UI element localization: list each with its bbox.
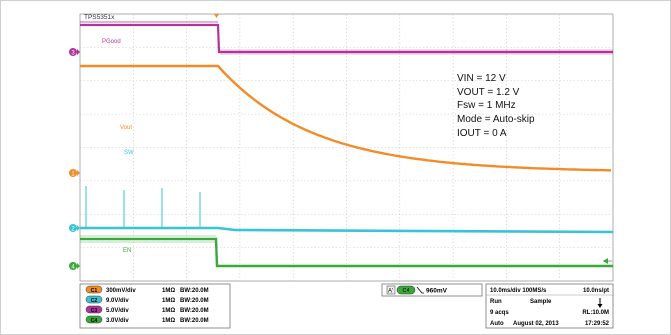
pgood-trace-noise-low (220, 49, 613, 55)
channel-settings-rows: C1 300mV/div 1MΩ BW:20.0M C2 9.0V/div 1MΩ BW:20… (85, 285, 209, 324)
condition-iout: IOUT = 0 A (457, 128, 507, 139)
vout-label: Vout (120, 125, 132, 131)
channel-id: C4 (91, 318, 98, 324)
trigger-level: 960mV (426, 288, 448, 295)
condition-fsw: Fsw = 1 MHz (457, 100, 516, 111)
channel-scale: 3.0V/div (106, 318, 129, 324)
channel-chip (85, 305, 103, 314)
sw-pulses (85, 186, 201, 228)
channel-row: C4 3.0V/div 1MΩ BW:20.0M (85, 315, 209, 324)
acq-mode: Sample (530, 299, 552, 305)
channel-id: C1 (91, 288, 98, 294)
trigger-mode: Auto (490, 321, 504, 327)
channel-id: C3 (91, 308, 98, 314)
vout-trace (80, 64, 611, 172)
pgood-label: PGood (102, 39, 121, 45)
condition-vout: VOUT = 1.2 V (457, 87, 520, 98)
test-conditions: VIN = 12 V VOUT = 1.2 V Fsw = 1 MHz Mode… (457, 73, 535, 139)
graticule (80, 14, 613, 281)
channel-impedance: 1MΩ (162, 298, 175, 304)
condition-mode: Mode = Auto-skip (457, 114, 535, 125)
channel-markers: 3 1 2 4 (69, 48, 80, 271)
run-state: Run (490, 299, 502, 305)
en-trace-noise (80, 235, 216, 243)
channel-bandwidth: BW:20.0M (180, 288, 209, 294)
ch4-marker-label: 4 (71, 265, 75, 271)
condition-vin: VIN = 12 V (457, 73, 506, 84)
single-acq-arrow-icon (597, 298, 603, 308)
channel-bandwidth: BW:20.0M (180, 308, 209, 314)
falling-edge-icon (416, 286, 424, 294)
trigger-a-badge (386, 285, 396, 295)
channel-bandwidth: BW:20.0M (180, 298, 209, 304)
channel-settings-panel (79, 283, 231, 329)
ch3-marker-label: 3 (71, 51, 75, 57)
ch3-marker-icon (69, 48, 77, 56)
channel-chip (85, 315, 103, 324)
channel-scale: 9.0V/div (106, 298, 129, 304)
trigger-a-label: A' (388, 289, 393, 295)
sw-label: SW (124, 150, 134, 156)
acquisition-panel (485, 283, 614, 329)
channel-scale: 300mV/div (106, 288, 136, 294)
channel-id: C2 (91, 298, 98, 304)
en-trace (80, 237, 613, 268)
ch2-marker-icon (69, 224, 77, 232)
sw-trace (80, 226, 614, 234)
en-label: EN (123, 248, 131, 254)
ch4-marker-icon (69, 262, 77, 270)
channel-scale: 5.0V/div (106, 308, 129, 314)
channel-impedance: 1MΩ (162, 318, 175, 324)
acq-count: 9 acqs (490, 310, 509, 316)
trigger-channel-chip (396, 285, 416, 295)
channel-chip (85, 295, 103, 304)
channel-chip (85, 285, 103, 294)
timebase: 10.0ms/div 100MS/s (490, 288, 547, 294)
time-per-point: 10.0ns/pt (583, 288, 609, 294)
trigger-position-marker (214, 14, 219, 18)
ch1-marker-icon (69, 169, 77, 177)
channel-row: C3 5.0V/div 1MΩ BW:20.0M (85, 305, 209, 314)
channel-impedance: 1MΩ (162, 308, 175, 314)
acq-time: 17:29:52 (585, 321, 610, 327)
scope-title: TPS5351x (84, 14, 115, 21)
record-length: RL:10.0M (582, 310, 609, 316)
pgood-trace (80, 23, 613, 54)
channel-impedance: 1MΩ (162, 288, 175, 294)
channel-row: C2 9.0V/div 1MΩ BW:20.0M (85, 295, 209, 304)
channel-row: C1 300mV/div 1MΩ BW:20.0M (85, 285, 209, 294)
acq-date: August 02, 2013 (513, 321, 559, 327)
channel-bandwidth: BW:20.0M (180, 318, 209, 324)
ch1-marker-label: 1 (71, 172, 75, 178)
ch2-marker-label: 2 (71, 227, 75, 233)
trigger-channel-label: C4 (402, 288, 409, 294)
